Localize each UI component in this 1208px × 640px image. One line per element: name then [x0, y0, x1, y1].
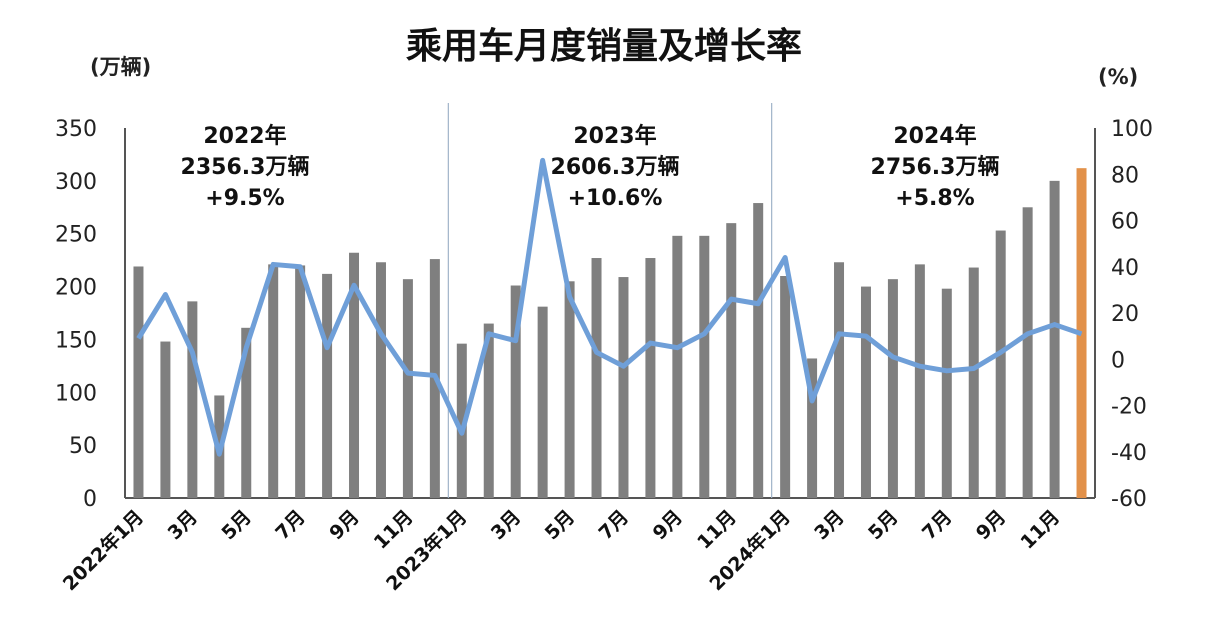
left-axis-unit: (万辆): [90, 55, 151, 79]
left-tick-label: 250: [55, 223, 97, 248]
bar: [483, 323, 494, 498]
annotation-growth: +5.8%: [895, 186, 974, 211]
right-tick-label: 0: [1111, 348, 1125, 373]
annotation-growth: +9.5%: [205, 186, 284, 211]
left-tick-label: 100: [55, 381, 97, 406]
bar: [537, 306, 548, 498]
bar: [187, 301, 198, 498]
bar: [510, 285, 521, 498]
left-tick-label: 0: [83, 487, 97, 512]
line-series: [136, 157, 1083, 457]
x-tick-label: 7月: [918, 506, 956, 544]
left-tick-label: 350: [55, 117, 97, 142]
x-tick-label: 3月: [487, 506, 525, 544]
right-axis-unit: (%): [1098, 65, 1138, 89]
bar: [564, 281, 575, 498]
bar: [860, 286, 871, 498]
bar: [753, 203, 764, 499]
right-tick-label: -60: [1111, 487, 1147, 512]
bar: [1049, 180, 1060, 498]
year-annotations: 2022年 2356.3万辆 +9.5% 2023年 2606.3万辆 +10.6% 202…: [181, 123, 1000, 211]
x-tick-label: 5月: [864, 506, 902, 544]
x-tick-label: 11月: [693, 506, 741, 554]
bar: [995, 230, 1006, 499]
x-tick-label: 3月: [164, 506, 202, 544]
left-tick-label: 150: [55, 328, 97, 353]
right-tick-label: -40: [1111, 441, 1147, 466]
bar: [618, 277, 629, 498]
bar: [780, 276, 791, 498]
growth-line: [136, 157, 1083, 457]
bar: [456, 343, 467, 498]
bar: [241, 327, 252, 498]
x-tick-label: 11月: [370, 506, 418, 554]
annotation-total: 2756.3万辆: [871, 154, 1000, 180]
x-tick-label: 5月: [217, 506, 255, 544]
bar: [349, 252, 360, 498]
bar: [914, 264, 925, 498]
axes: 0 50 100 150 200 250 300 350 -60 -40 -20 0 20 40 60 80 1…: [55, 103, 1153, 512]
bar: [968, 267, 979, 498]
bar: [807, 358, 818, 498]
bar: [160, 341, 171, 498]
chart-title: 乘用车月度销量及增长率: [406, 26, 802, 67]
x-tick-label: 7月: [595, 506, 633, 544]
bar: [133, 266, 144, 498]
x-tick-label: 3月: [810, 506, 848, 544]
bar: [268, 264, 279, 498]
bar: [834, 262, 845, 498]
bar: [322, 273, 333, 498]
left-tick-label: 300: [55, 170, 97, 195]
bar: [699, 235, 710, 499]
annotation-total: 2606.3万辆: [551, 154, 680, 180]
bar-series: [133, 168, 1087, 499]
annotation-year: 2023年: [573, 123, 656, 149]
bar: [295, 265, 306, 498]
x-tick-label: 11月: [1016, 506, 1064, 554]
right-tick-label: -20: [1111, 395, 1147, 420]
right-tick-label: 40: [1111, 256, 1139, 281]
x-tick-label: 9月: [972, 506, 1010, 544]
annotation-growth: +10.6%: [568, 186, 663, 211]
bar: [375, 262, 386, 498]
bar: [887, 279, 898, 498]
bar: [591, 258, 602, 498]
bar: [941, 288, 952, 498]
annotation-year: 2022年: [203, 123, 286, 149]
right-tick-label: 80: [1111, 163, 1139, 188]
x-tick-label: 9月: [325, 506, 363, 544]
bar: [672, 235, 683, 499]
right-tick-label: 20: [1111, 302, 1139, 327]
left-tick-label: 200: [55, 276, 97, 301]
bar: [645, 258, 656, 498]
bar: [402, 279, 413, 498]
annotation-total: 2356.3万辆: [181, 154, 310, 180]
left-tick-label: 50: [69, 434, 97, 459]
x-tick-label: 7月: [271, 506, 309, 544]
x-tick-label: 2022年1月: [58, 505, 148, 595]
bar: [1022, 207, 1033, 499]
x-tick-label: 9月: [649, 506, 687, 544]
annotation-year: 2024年: [893, 123, 976, 149]
right-tick-label: 100: [1111, 117, 1153, 142]
right-tick-label: 60: [1111, 210, 1139, 235]
bar: [726, 223, 737, 498]
x-tick-label: 5月: [541, 506, 579, 544]
